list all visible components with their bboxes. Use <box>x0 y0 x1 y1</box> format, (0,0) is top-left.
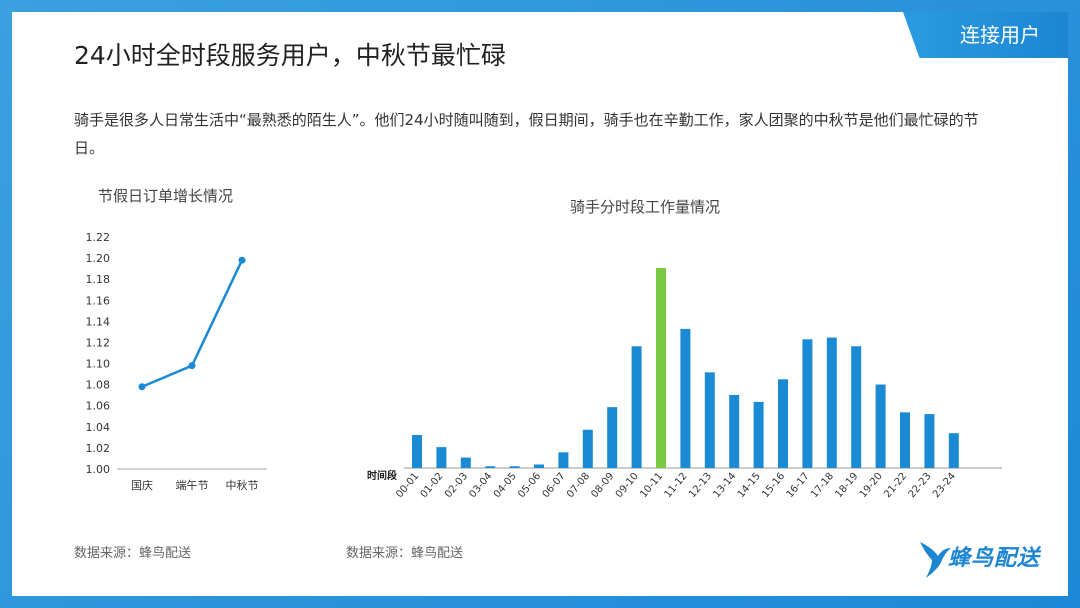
x-tick-label: 00-01 <box>394 471 421 500</box>
section-tag: 连接用户 <box>903 12 1068 58</box>
x-tick-label: 07-08 <box>565 471 592 500</box>
bar <box>460 457 471 468</box>
bar <box>948 433 959 468</box>
x-tick-label: 06-07 <box>541 471 568 500</box>
x-tick-label: 17-18 <box>809 471 836 500</box>
bar <box>704 372 715 468</box>
y-tick-label: 1.16 <box>86 294 111 307</box>
x-tick-label: 23-24 <box>931 471 958 500</box>
y-tick-label: 1.12 <box>86 336 111 349</box>
intro-paragraph: 骑手是很多人日常生活中“最熟悉的陌生人”。他们24小时随叫随到，假日期间，骑手也… <box>74 111 979 157</box>
x-tick-label: 08-09 <box>589 471 616 500</box>
y-tick-label: 1.10 <box>86 358 111 371</box>
x-tick-label: 16-17 <box>785 471 812 500</box>
y-tick-label: 1.06 <box>86 400 111 413</box>
y-tick-label: 1.22 <box>86 232 111 244</box>
data-point <box>188 362 196 370</box>
bar <box>534 464 544 468</box>
bar <box>753 401 764 468</box>
bar <box>802 339 813 468</box>
bar <box>607 407 618 468</box>
x-tick-label: 04-05 <box>492 471 519 500</box>
holiday-chart-title: 节假日订单增长情况 <box>98 187 234 205</box>
y-tick-label: 1.20 <box>86 252 111 265</box>
bar <box>509 466 520 468</box>
bar <box>680 328 691 468</box>
holiday-line-chart: 1.00 1.02 1.04 1.06 1.08 1.10 1.12 1.14 1.16 1.18… <box>86 232 267 492</box>
hummingbird-icon <box>920 542 951 578</box>
x-tick-label: 中秋节 <box>226 478 259 492</box>
bar <box>485 466 496 468</box>
data-point <box>138 383 146 391</box>
bar <box>729 394 740 468</box>
source-note-right: 数据来源：蜂鸟配送 <box>346 546 464 561</box>
x-tick-label: 12-13 <box>687 471 714 500</box>
bar <box>582 429 593 468</box>
bar <box>900 412 910 468</box>
y-tick-label: 1.18 <box>86 273 111 286</box>
hourly-bar-chart: 时间段00-0101-0202-0303-0404-0505-0606-0707… <box>367 268 1002 500</box>
x-tick-label: 15-16 <box>760 471 787 500</box>
bar <box>631 346 642 468</box>
bar <box>851 346 862 468</box>
bar <box>924 414 935 468</box>
x-tick-label: 03-04 <box>467 471 494 500</box>
hourly-chart-title: 骑手分时段工作量情况 <box>570 198 721 216</box>
y-tick-label: 1.00 <box>86 463 111 476</box>
x-tick-label: 02-03 <box>443 471 470 500</box>
x-tick-label: 22-23 <box>907 471 934 500</box>
x-tick-label: 14-15 <box>736 471 763 500</box>
x-tick-label: 19-20 <box>858 471 885 500</box>
bar <box>826 337 837 468</box>
logo-text: 蜂鸟配送 <box>948 546 1041 571</box>
x-tick-label: 18-19 <box>833 471 860 500</box>
bar <box>875 384 886 468</box>
x-tick-label: 05-06 <box>516 471 543 500</box>
x-tick-label: 21-22 <box>882 471 909 500</box>
source-note-left: 数据来源：蜂鸟配送 <box>74 546 192 561</box>
brand-logo: 蜂鸟配送 <box>918 534 1050 582</box>
page-title: 24小时全时段服务用户，中秋节最忙碌 <box>74 41 506 70</box>
x-tick-label: 11-12 <box>663 471 690 500</box>
slide: 连接用户 24小时全时段服务用户，中秋节最忙碌 骑手是很多人日常生活中“最熟悉的… <box>12 12 1068 596</box>
x-tick-label: 10-11 <box>638 471 665 500</box>
bar <box>558 452 569 468</box>
y-tick-label: 1.14 <box>86 315 111 328</box>
bar <box>778 379 788 468</box>
x-tick-label: 13-14 <box>711 471 738 500</box>
x-axis-label: 时间段 <box>367 469 397 482</box>
x-tick-label: 09-10 <box>614 471 641 500</box>
y-tick-label: 1.08 <box>86 379 111 392</box>
x-tick-label: 端午节 <box>176 479 209 492</box>
data-point <box>238 256 246 264</box>
bar <box>412 434 422 468</box>
x-tick-label: 01-02 <box>419 471 446 500</box>
bar <box>436 447 447 468</box>
x-tick-label: 国庆 <box>131 478 153 492</box>
y-tick-label: 1.04 <box>86 421 111 434</box>
bar <box>656 268 666 468</box>
y-tick-label: 1.02 <box>86 442 111 455</box>
